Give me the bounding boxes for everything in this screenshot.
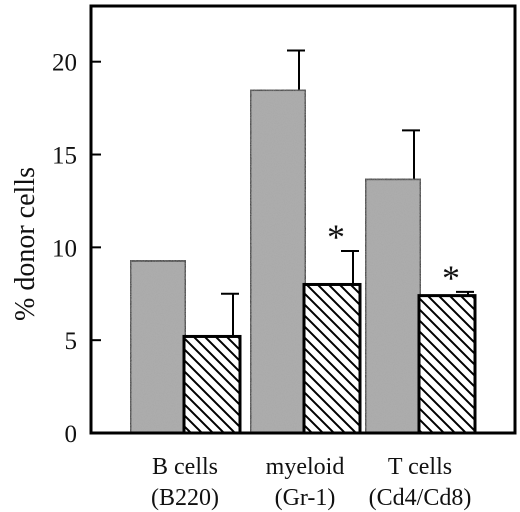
y-axis-label: % donor cells: [10, 167, 41, 321]
significance-star: *: [327, 217, 345, 257]
y-tick-label: 20: [52, 50, 77, 77]
category-label: B cells: [152, 454, 218, 480]
bars: [128, 88, 477, 435]
significance-star: *: [442, 258, 460, 298]
category-label: T cells: [388, 454, 452, 480]
category-sublabel: (B220): [151, 485, 219, 511]
hatched-bar-2: [417, 294, 477, 435]
y-axis-ticks: 0 5 10 15 20: [52, 50, 101, 448]
plot-frame: [89, 4, 517, 435]
error-bars: [221, 49, 474, 337]
y-tick-label: 10: [52, 235, 77, 262]
hatched-bar-0: [182, 334, 242, 435]
y-tick-label: 15: [52, 143, 77, 170]
x-axis-categories: B cells (B220) myeloid (Gr-1) T cells (Cd4/Cd…: [151, 454, 471, 511]
y-tick-label: 5: [65, 328, 78, 355]
solid-bar-1: [248, 88, 308, 435]
significance-markers: **: [327, 217, 460, 298]
solid-bar-0: [128, 258, 188, 435]
category-sublabel: (Cd4/Cd8): [369, 485, 472, 511]
category-label: myeloid: [266, 454, 345, 480]
solid-bar-2: [363, 177, 423, 435]
category-sublabel: (Gr-1): [275, 485, 336, 511]
hatched-bar-1: [302, 282, 362, 435]
y-tick-label: 0: [65, 421, 78, 448]
